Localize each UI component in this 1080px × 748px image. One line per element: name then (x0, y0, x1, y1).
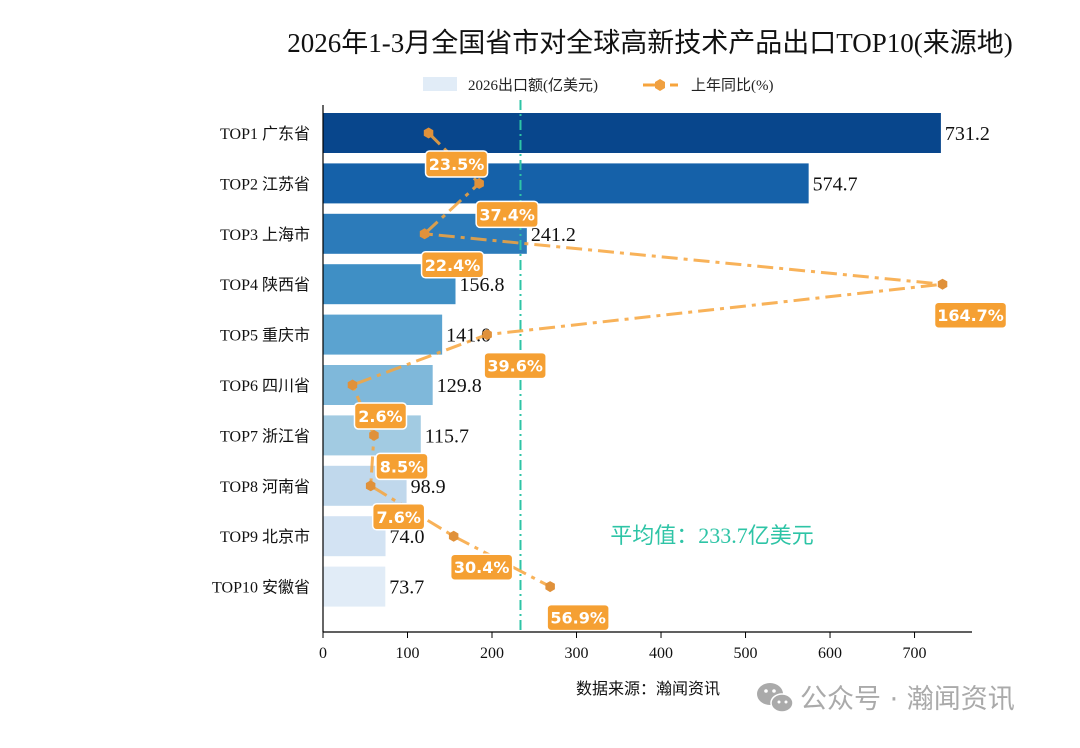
bar-value-label: 98.9 (411, 476, 446, 498)
yoy-label: 8.5% (380, 457, 424, 476)
y-tick-label: TOP9 北京市 (220, 528, 310, 546)
bar-value-label: 574.7 (813, 173, 858, 195)
yoy-label: 30.4% (454, 558, 510, 577)
yoy-marker (448, 530, 459, 542)
bar-value-label: 241.2 (531, 224, 576, 246)
yoy-label-box (449, 553, 514, 581)
legend-line-label: 上年同比(%) (691, 77, 774, 94)
yoy-label: 164.7% (937, 306, 1004, 325)
bar-value-label: 115.7 (425, 425, 469, 447)
x-tick-label: 600 (818, 645, 842, 662)
watermark: 公众号 · 瀚闻资讯 (757, 683, 1015, 715)
x-tick-label: 700 (903, 645, 927, 662)
bar-value-label: 129.8 (437, 375, 482, 397)
yoy-label: 56.9% (550, 609, 606, 628)
bar-value-label: 156.8 (460, 274, 505, 296)
yoy-marker (937, 278, 948, 290)
legend-line-marker (655, 79, 665, 91)
bar (323, 566, 386, 607)
x-tick-label: 200 (480, 645, 504, 662)
chart-title: 2026年1-3月全国省市对全球高新技术产品出口TOP10(来源地) (287, 28, 1013, 58)
yoy-label: 7.6% (376, 508, 420, 527)
yoy-label: 23.5% (429, 155, 485, 174)
yoy-marker (365, 480, 376, 492)
yoy-marker (482, 329, 492, 341)
yoy-label-box (933, 301, 1008, 329)
yoy-marker (369, 429, 379, 441)
yoy-marker (419, 228, 430, 240)
bar-value-label: 73.7 (389, 577, 424, 599)
x-axis: 0 100 200 300 400 500 600 700 (319, 105, 972, 662)
y-tick-label: TOP10 安徽省 (212, 579, 310, 597)
x-tick-label: 400 (649, 645, 673, 662)
y-tick-label: TOP6 四川省 (220, 377, 310, 395)
legend-bar-swatch (423, 77, 457, 91)
mean-label: 平均值：233.7亿美元 (610, 523, 814, 548)
yoy-marker (545, 581, 555, 593)
watermark-text: 公众号 · 瀚闻资讯 (800, 684, 1015, 715)
yoy-label-box (546, 603, 610, 632)
bar-value-label: 731.2 (945, 123, 990, 145)
y-tick-label: TOP5 重庆市 (220, 327, 310, 345)
x-tick-label: 500 (734, 645, 758, 662)
yoy-label: 2.6% (358, 407, 402, 426)
x-tick-label: 100 (396, 645, 420, 662)
yoy-marker (423, 127, 434, 139)
bar (323, 163, 809, 204)
x-tick-label: 0 (319, 645, 327, 662)
yoy-label: 39.6% (487, 357, 543, 376)
y-tick-label: TOP3 上海市 (220, 226, 310, 244)
yoy-label-box (483, 351, 547, 380)
bar (323, 365, 433, 405)
yoy-label: 37.4% (479, 205, 535, 224)
y-tick-label: TOP1 广东省 (220, 125, 310, 143)
bar-value-label: 74.0 (390, 526, 425, 548)
yoy-label-box (371, 503, 426, 531)
legend-bar-label: 2026出口额(亿美元) (468, 77, 598, 94)
legend: 2026出口额(亿美元) 上年同比(%) (423, 77, 774, 94)
bar (323, 113, 941, 153)
yoy-label-box (353, 402, 408, 430)
bar-value-label: 141.0 (446, 325, 491, 347)
x-tick-label: 300 (565, 645, 589, 662)
y-tick-label: TOP7 浙江省 (220, 427, 310, 445)
yoy-marker (347, 379, 358, 391)
y-tick-label: TOP8 河南省 (220, 478, 310, 496)
y-tick-label: TOP4 陕西省 (220, 276, 310, 294)
yoy-label-box (375, 452, 429, 481)
wechat-icon (757, 683, 794, 713)
bar (323, 314, 443, 355)
y-tick-label: TOP2 江苏省 (220, 175, 310, 193)
yoy-label-box (475, 200, 539, 229)
source-note: 数据来源：瀚闻资讯 (576, 680, 720, 698)
yoy-label: 22.4% (425, 256, 481, 275)
yoy-label-box (424, 150, 489, 178)
yoy-label-box (420, 251, 485, 279)
yoy-marker (474, 177, 484, 189)
